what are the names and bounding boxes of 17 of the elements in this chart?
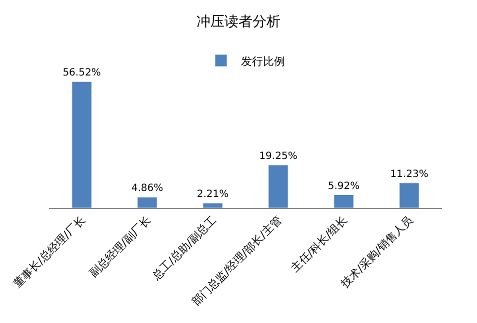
- data-label: 11.23%: [390, 168, 428, 180]
- legend-label: 发行比例: [241, 54, 285, 68]
- chart-title: 冲压读者分析: [196, 14, 280, 30]
- data-label: 19.25%: [259, 150, 298, 162]
- data-label: 4.86%: [131, 183, 164, 194]
- bar: [72, 81, 92, 208]
- bar: [202, 202, 223, 208]
- bar: [268, 164, 288, 208]
- x-tick-label: 董事长/总经理/厂长: [11, 214, 88, 290]
- data-label: 5.92%: [328, 180, 360, 192]
- bar: [334, 194, 354, 208]
- data-label: 56.52%: [62, 68, 101, 79]
- data-label: 2.21%: [196, 189, 229, 200]
- x-tick-label: 副总经理/副厂长: [86, 214, 154, 280]
- x-tick-label: 主任/科长/组长: [288, 214, 350, 275]
- bar: [137, 196, 158, 208]
- bar: [399, 182, 420, 208]
